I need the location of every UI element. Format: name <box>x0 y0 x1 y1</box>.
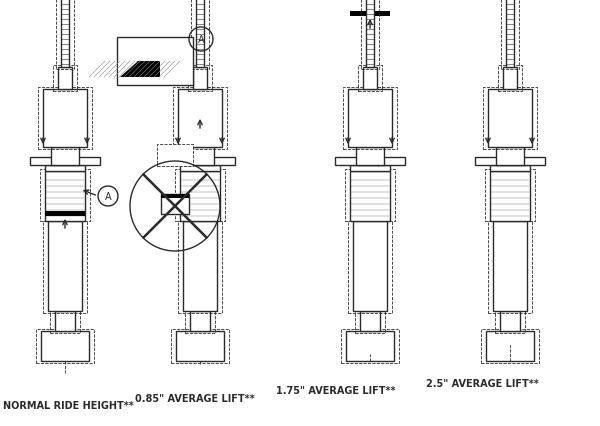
Bar <box>193 68 207 90</box>
Bar <box>498 66 522 92</box>
Bar <box>196 0 204 68</box>
Bar <box>348 222 392 313</box>
Bar <box>360 311 380 331</box>
Bar <box>488 222 532 313</box>
Bar <box>157 145 193 167</box>
Bar <box>119 62 191 78</box>
Bar <box>186 148 214 166</box>
Bar <box>356 148 384 166</box>
Text: A: A <box>197 35 205 45</box>
Bar <box>343 88 397 150</box>
Bar <box>117 38 193 86</box>
Bar <box>345 170 395 222</box>
Bar <box>500 311 520 331</box>
Bar <box>495 309 525 333</box>
Bar <box>353 222 387 311</box>
Text: 0.85" AVERAGE LIFT**: 0.85" AVERAGE LIFT** <box>135 393 254 403</box>
Text: 1.75" AVERAGE LIFT**: 1.75" AVERAGE LIFT** <box>276 386 395 395</box>
Bar <box>48 222 82 311</box>
Bar <box>350 12 390 17</box>
Bar <box>55 311 75 331</box>
Text: 2.5" AVERAGE LIFT**: 2.5" AVERAGE LIFT** <box>426 378 539 388</box>
Bar <box>490 166 530 172</box>
Bar <box>496 148 524 166</box>
Bar <box>45 172 85 222</box>
Bar <box>486 331 534 361</box>
Bar <box>346 331 394 361</box>
Bar <box>171 329 229 363</box>
Bar <box>43 90 87 148</box>
Bar <box>363 68 377 90</box>
Bar <box>488 90 532 148</box>
Bar <box>161 195 189 199</box>
Bar <box>180 166 220 172</box>
Bar <box>40 170 90 222</box>
Bar <box>361 0 379 70</box>
Bar <box>56 0 74 70</box>
Bar <box>45 211 85 216</box>
Bar <box>350 166 390 172</box>
Bar <box>180 172 220 222</box>
Bar <box>178 222 222 313</box>
Bar <box>485 170 535 222</box>
Bar <box>503 68 517 90</box>
Bar <box>50 309 80 333</box>
Bar <box>481 329 539 363</box>
Bar <box>483 88 537 150</box>
Bar <box>165 158 235 166</box>
Bar <box>176 331 224 361</box>
Text: A: A <box>104 192 112 201</box>
Bar <box>183 222 217 311</box>
Bar <box>190 311 210 331</box>
Bar <box>61 0 69 68</box>
Bar <box>493 222 527 311</box>
Bar <box>43 222 87 313</box>
Bar <box>51 148 79 166</box>
Bar <box>335 158 405 166</box>
Bar <box>355 309 385 333</box>
Bar <box>348 90 392 148</box>
Bar <box>501 0 519 70</box>
Bar <box>475 158 545 166</box>
Bar <box>30 158 100 166</box>
Bar <box>188 66 212 92</box>
Bar <box>53 66 77 92</box>
Bar <box>173 88 227 150</box>
Bar <box>358 66 382 92</box>
Bar <box>490 172 530 222</box>
Bar <box>366 0 374 68</box>
Bar <box>58 68 72 90</box>
Bar <box>161 195 189 215</box>
Bar <box>191 0 209 70</box>
Bar <box>41 331 89 361</box>
Bar <box>506 0 514 68</box>
Bar <box>36 329 94 363</box>
Bar <box>38 88 92 150</box>
Bar <box>185 309 215 333</box>
Bar <box>119 62 191 78</box>
Bar <box>350 172 390 222</box>
Bar <box>45 166 85 172</box>
Bar <box>175 170 225 222</box>
Bar <box>341 329 399 363</box>
Text: NORMAL RIDE HEIGHT**: NORMAL RIDE HEIGHT** <box>3 400 134 410</box>
Bar <box>180 112 220 117</box>
Bar <box>160 62 191 78</box>
Bar <box>178 90 222 148</box>
Polygon shape <box>119 62 137 78</box>
